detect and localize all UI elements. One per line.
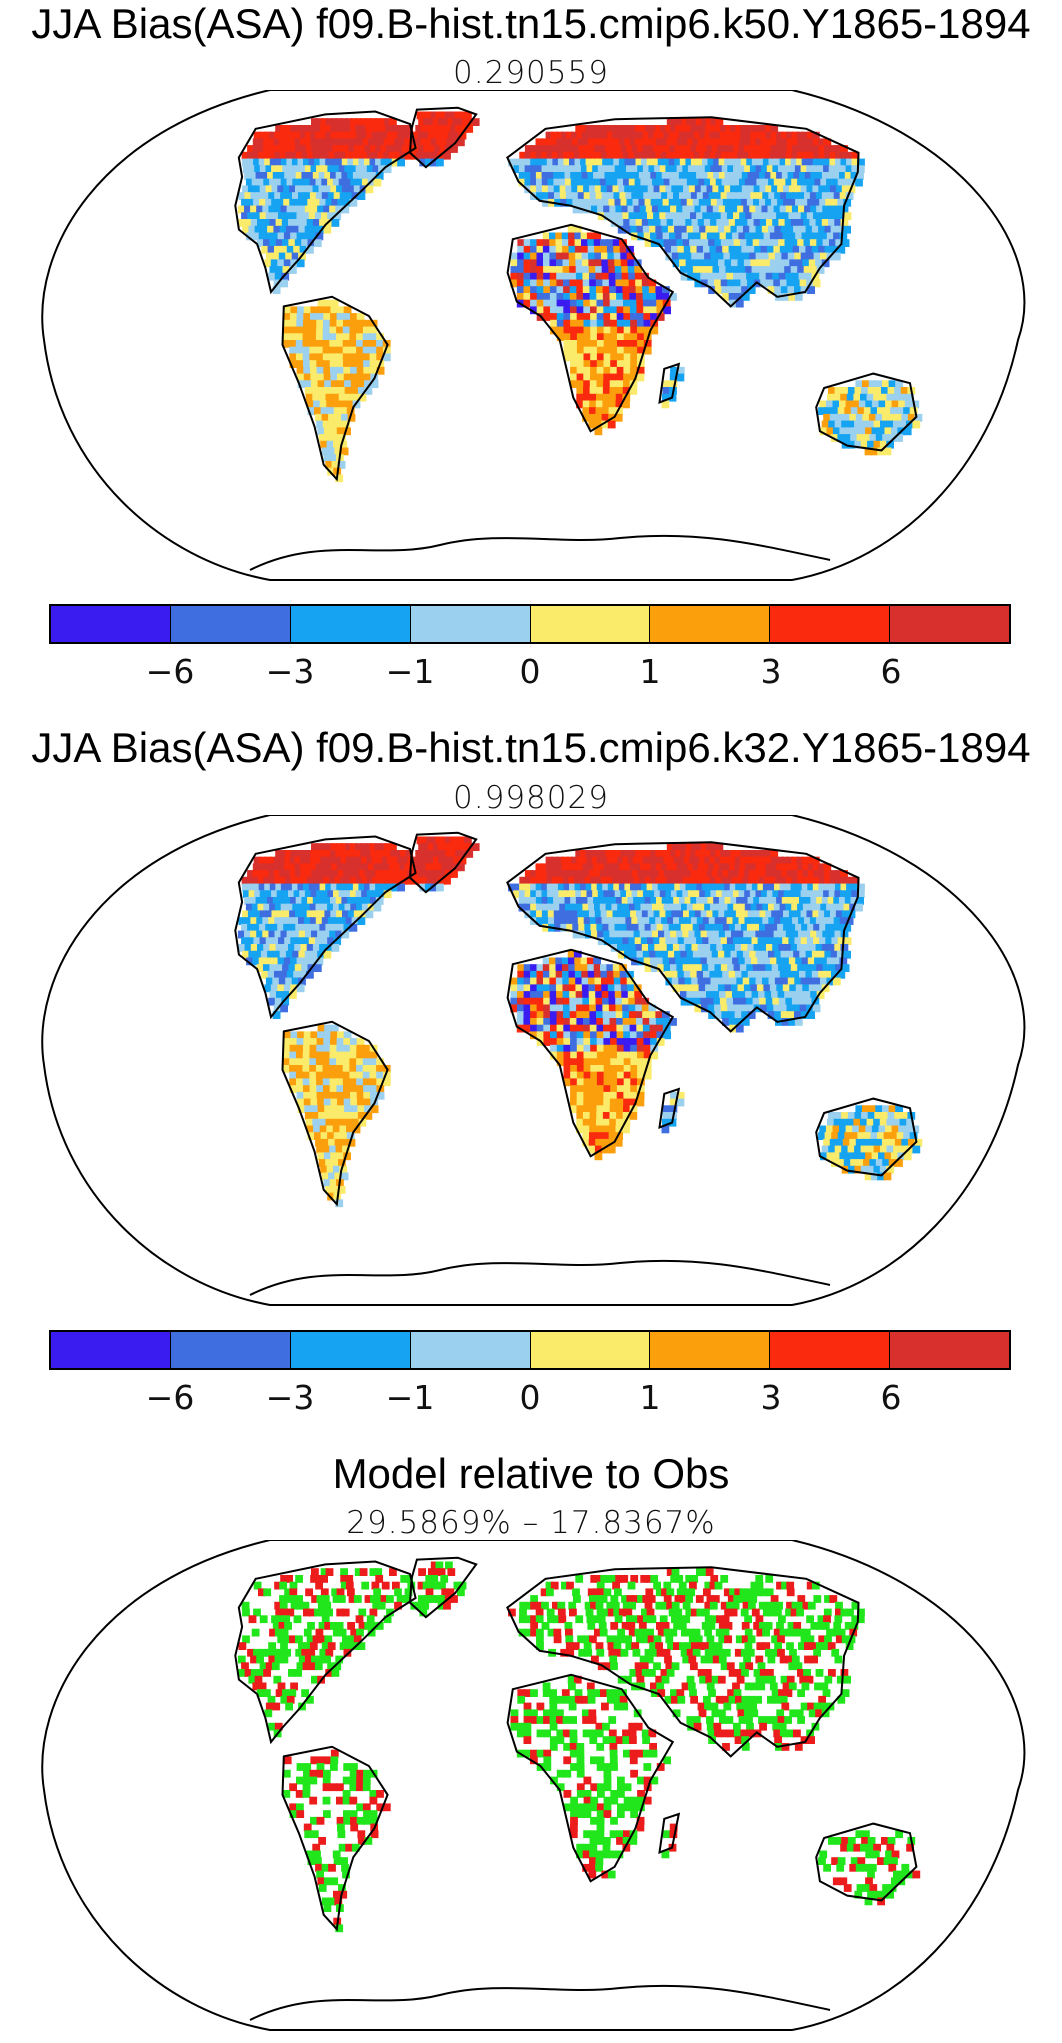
coastlines [234, 831, 918, 1296]
coastline-madagascar [658, 362, 681, 404]
coastline-antarctica [249, 1984, 831, 2021]
colorbar-2-seg-3 [410, 1332, 531, 1368]
colorbar-1-seg-6 [770, 606, 891, 642]
coastline-northAmerica [234, 110, 417, 295]
coastline-northAmerica [234, 1560, 417, 1745]
panel2-subtitle: 0.998029 [453, 780, 609, 816]
colorbar-2-tick-1: −3 [265, 1378, 315, 1417]
colorbar-2-seg-2 [290, 1332, 411, 1368]
coastline-africa [506, 948, 675, 1158]
coastline-australia [815, 1097, 918, 1177]
colorbar-1-tick-3: 0 [519, 652, 541, 691]
coastline-antarctica [249, 534, 831, 571]
panel3-title: Model relative to Obs [332, 1450, 730, 1497]
panel2-bias-map [41, 815, 1026, 1306]
colorbar-2-tick-5: 3 [760, 1378, 782, 1417]
colorbar-2-seg-5 [650, 1332, 771, 1368]
coastline-greenland [409, 106, 478, 169]
colorbar-1-seg-4 [530, 606, 651, 642]
colorbar-1-seg-2 [290, 606, 411, 642]
map-frame [41, 1540, 1026, 2031]
coastline-africa [506, 223, 675, 433]
coastline-eurasia [506, 116, 860, 308]
coastline-madagascar [658, 1087, 681, 1129]
colorbar-1-seg-7 [890, 606, 1009, 642]
coastlines [234, 106, 918, 571]
coastline-africa [506, 1673, 675, 1883]
colorbar-2-seg-6 [770, 1332, 891, 1368]
coastline-australia [815, 1822, 918, 1902]
coastline-southAmerica [281, 295, 389, 482]
colorbar-1 [49, 604, 1011, 644]
colorbar-2 [49, 1330, 1011, 1370]
colorbar-1-seg-1 [170, 606, 291, 642]
panel3-subtitle: 29.5869% – 17.8367% [346, 1505, 716, 1541]
colorbar-1-seg-5 [650, 606, 771, 642]
data-grid [237, 836, 923, 1208]
colorbar-2-tick-0: −6 [145, 1378, 195, 1417]
colorbar-2-seg-4 [530, 1332, 651, 1368]
colorbar-2-tick-6: 6 [880, 1378, 902, 1417]
coastline-southAmerica [281, 1745, 389, 1932]
panel1-subtitle: 0.290559 [453, 55, 609, 91]
colorbar-1-tick-1: −3 [265, 652, 315, 691]
coastline-eurasia [506, 1566, 860, 1758]
colorbar-1-seg-3 [410, 606, 531, 642]
colorbar-1-tick-2: −1 [385, 652, 435, 691]
coastline-southAmerica [281, 1020, 389, 1207]
colorbar-2-seg-1 [170, 1332, 291, 1368]
coastline-greenland [409, 831, 478, 894]
colorbar-1-tick-4: 1 [639, 652, 661, 691]
colorbar-1-tick-6: 6 [880, 652, 902, 691]
colorbar-1-tick-5: 3 [760, 652, 782, 691]
coastline-eurasia [506, 841, 860, 1033]
coastlines [234, 1556, 918, 2021]
colorbar-2-tick-3: 0 [519, 1378, 541, 1417]
coastline-northAmerica [234, 835, 417, 1020]
colorbar-1-seg-0 [51, 606, 171, 642]
data-grid [237, 111, 923, 483]
panel1-title: JJA Bias(ASA) f09.B-hist.tn15.cmip6.k50.… [31, 0, 1031, 47]
panel3-comparison-map [41, 1540, 1026, 2031]
colorbar-2-tick-2: −1 [385, 1378, 435, 1417]
panel2-title: JJA Bias(ASA) f09.B-hist.tn15.cmip6.k32.… [31, 724, 1031, 771]
coastline-greenland [409, 1556, 478, 1619]
colorbar-2-seg-7 [890, 1332, 1009, 1368]
coastline-antarctica [249, 1259, 831, 1296]
coastline-madagascar [658, 1812, 681, 1854]
colorbar-1-tick-0: −6 [145, 652, 195, 691]
panel1-bias-map [41, 90, 1026, 581]
coastline-australia [815, 372, 918, 452]
colorbar-2-seg-0 [51, 1332, 171, 1368]
colorbar-2-tick-4: 1 [639, 1378, 661, 1417]
